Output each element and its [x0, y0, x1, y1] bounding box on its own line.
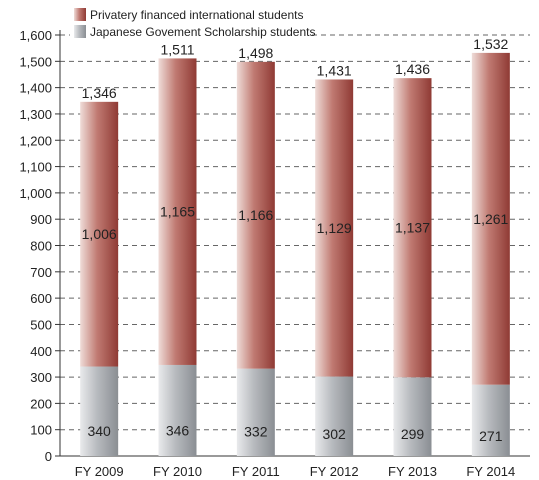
segment-value-label: 1,006 — [82, 226, 117, 242]
legend-label-private: Privatery financed international student… — [90, 8, 303, 22]
total-value-label: 1,436 — [395, 61, 430, 77]
y-tick-label: 200 — [30, 396, 52, 411]
segment-value-label: 302 — [322, 426, 346, 442]
data-labels: 340 1,006 1,346 346 1,165 1,511 332 1,166 1,498 3… — [82, 36, 509, 444]
total-value-label: 1,346 — [82, 85, 117, 101]
bar-segment-government — [471, 384, 510, 456]
y-tick-label: 0 — [45, 449, 52, 464]
y-tick-label: 600 — [30, 291, 52, 306]
y-tick-label: 900 — [30, 212, 52, 227]
bar-segment-private — [80, 101, 119, 367]
segment-value-label: 271 — [479, 428, 503, 444]
y-tick-label: 1,500 — [19, 54, 52, 69]
x-category-label: FY 2012 — [310, 464, 359, 479]
segment-value-label: 332 — [244, 424, 268, 440]
x-category-label: FY 2014 — [466, 464, 515, 479]
bar-segment-government — [393, 377, 432, 456]
total-value-label: 1,498 — [238, 45, 273, 61]
y-tick-label: 700 — [30, 265, 52, 280]
y-tick-label: 300 — [30, 370, 52, 385]
bar-segment-government — [236, 368, 275, 456]
y-tick-label: 1,000 — [19, 186, 52, 201]
bar-segment-private — [236, 61, 275, 369]
segment-value-label: 1,261 — [473, 211, 508, 227]
segment-value-label: 1,166 — [238, 207, 273, 223]
segment-value-label: 299 — [401, 426, 425, 442]
y-tick-label: 800 — [30, 239, 52, 254]
legend-swatch-private — [74, 8, 86, 21]
legend-background — [70, 3, 312, 41]
legend-label-government: Japanese Govement Scholarship students — [90, 25, 315, 39]
y-tick-label: 1,100 — [19, 160, 52, 175]
segment-value-label: 1,165 — [160, 204, 195, 220]
x-category-label: FY 2013 — [388, 464, 437, 479]
y-tick-label: 1,600 — [19, 28, 52, 43]
total-value-label: 1,431 — [317, 62, 352, 78]
bar-segment-private — [158, 58, 197, 365]
x-category-label: FY 2011 — [232, 464, 280, 479]
bar-segment-private — [471, 52, 510, 385]
y-tick-label: 400 — [30, 344, 52, 359]
y-tick-label: 500 — [30, 317, 52, 332]
segment-value-label: 1,129 — [317, 220, 352, 236]
total-value-label: 1,511 — [161, 41, 195, 57]
segment-value-label: 340 — [87, 423, 111, 439]
total-value-label: 1,532 — [473, 36, 508, 52]
bar-segment-government — [158, 364, 197, 456]
bar-segment-government — [80, 366, 119, 456]
segment-value-label: 1,137 — [395, 220, 430, 236]
bar-segment-private — [393, 78, 432, 378]
y-tick-label: 100 — [30, 423, 52, 438]
legend-swatch-government — [74, 25, 86, 38]
bar-segment-government — [315, 376, 354, 456]
legend: Privatery financed international student… — [70, 3, 315, 41]
gridlines — [60, 34, 530, 431]
y-tick-label: 1,400 — [19, 81, 52, 96]
y-tick-label: 1,300 — [19, 107, 52, 122]
x-category-label: FY 2010 — [153, 464, 202, 479]
y-tick-label: 1,200 — [19, 133, 52, 148]
x-category-label: FY 2009 — [75, 464, 124, 479]
bar-segment-private — [315, 79, 354, 377]
bars — [80, 52, 510, 456]
axes: 0 100 200 300 400 500 600 700 800 900 1,000 1,100 1,… — [19, 28, 530, 479]
segment-value-label: 346 — [166, 423, 190, 439]
